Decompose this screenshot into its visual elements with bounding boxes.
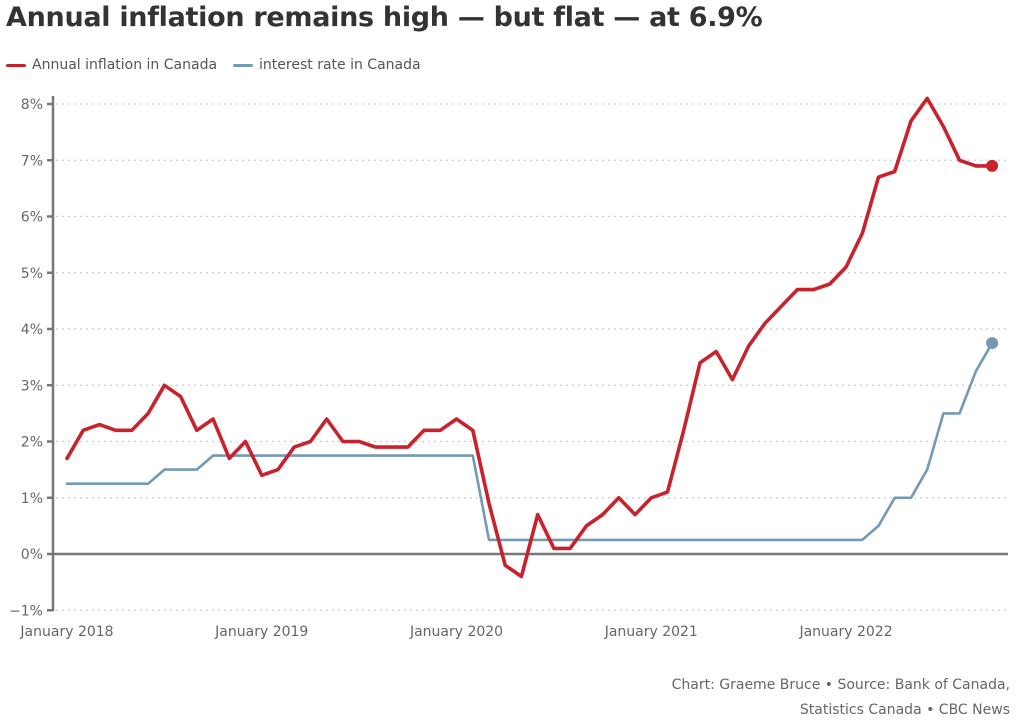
legend-swatch-inflation [6,63,26,67]
y-axis: −1% 0% 1% 2% 3% 4% 5% 6% 7% 8% [9,96,1008,619]
y-tick-label: 3% [21,378,43,394]
legend: Annual inflation in Canada interest rate… [6,57,437,73]
y-tick-label: 5% [21,266,43,282]
x-tick-label: January 2019 [214,624,308,640]
legend-item-inflation: Annual inflation in Canada [6,57,217,73]
x-tick-label: January 2018 [19,624,113,640]
y-tick-label: 4% [21,322,43,338]
legend-swatch-interest-rate [233,63,254,67]
inflation-line [65,96,994,579]
chart-title: Annual inflation remains high — but flat… [6,2,763,33]
y-tick-label: 0% [21,547,43,563]
credits-line-1: Chart: Graeme Bruce • Source: Bank of Ca… [671,677,1010,693]
y-tick-label: 7% [21,153,43,169]
x-axis: January 2018 January 2019 January 2020 Janu… [19,624,892,640]
legend-label-inflation: Annual inflation in Canada [32,57,218,73]
interest-rate-end-point [986,337,999,350]
y-tick-label: 2% [21,435,43,451]
x-tick-label: January 2021 [604,624,698,640]
legend-label-interest-rate: interest rate in Canada [259,57,421,73]
x-tick-label: January 2022 [798,624,892,640]
y-tick-label: 8% [21,97,43,113]
chart-credits: Chart: Graeme Bruce • Source: Bank of Ca… [672,673,1010,723]
credits-line-2: Statistics Canada • CBC News [799,702,1010,718]
interest-rate-line [65,341,994,542]
series-group [65,96,999,579]
inflation-end-point [986,159,999,172]
y-tick-label: 6% [21,210,43,226]
x-tick-label: January 2020 [409,624,503,640]
y-tick-label: −1% [9,603,43,619]
y-tick-label: 1% [21,491,43,507]
gridlines [56,103,1008,611]
legend-item-interest-rate: interest rate in Canada [233,57,421,73]
